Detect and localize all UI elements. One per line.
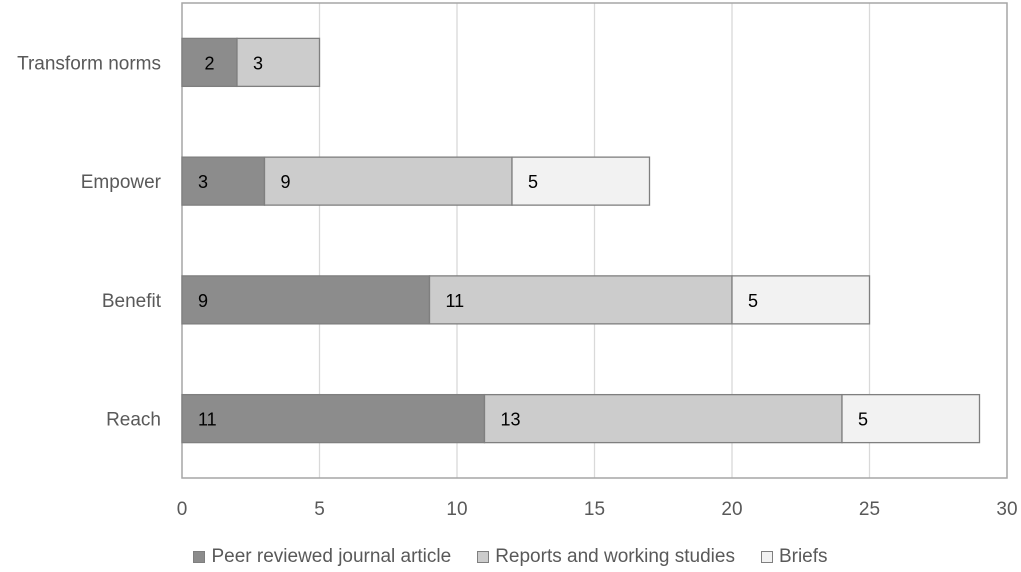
legend-swatch <box>760 551 773 563</box>
legend: Peer reviewed journal article Reports and… <box>0 543 1021 571</box>
bars: 2 3 3 9 5 9 11 5 11 13 5 <box>181 37 981 444</box>
bar-segment <box>181 156 266 206</box>
stacked-bar-chart: 2 3 3 9 5 9 11 5 11 13 5 Transform norms Empower Ben… <box>17 2 1018 520</box>
bar-segment <box>841 393 981 444</box>
data-label: 11 <box>446 291 465 311</box>
bar-segment <box>428 275 733 325</box>
data-label: 9 <box>281 172 291 192</box>
data-label: 5 <box>528 172 538 192</box>
category-label: Benefit <box>102 291 162 312</box>
data-label: 2 <box>204 53 214 73</box>
legend-item: Briefs <box>760 546 828 568</box>
bar-segment <box>511 156 651 206</box>
x-tick-label: 20 <box>721 499 742 520</box>
x-tick-label: 30 <box>996 499 1017 520</box>
x-tick-label: 0 <box>177 499 188 520</box>
data-label: 11 <box>198 410 217 430</box>
x-tick-label: 25 <box>859 499 880 520</box>
bar-segment <box>181 393 486 444</box>
category-label: Empower <box>81 172 162 193</box>
data-label: 5 <box>858 410 868 430</box>
x-tick-label: 5 <box>314 499 325 520</box>
legend-item: Peer reviewed journal article <box>193 546 451 568</box>
data-label: 13 <box>501 410 521 430</box>
bar-segment <box>181 275 431 325</box>
category-label: Transform norms <box>17 53 161 74</box>
bar-segment <box>263 156 513 206</box>
legend-label: Reports and working studies <box>495 546 735 567</box>
x-axis-tick-labels: 0 5 10 15 20 25 30 <box>177 499 1018 520</box>
bar-segment <box>236 37 321 88</box>
x-tick-label: 10 <box>446 499 467 520</box>
legend-item: Reports and working studies <box>477 546 735 568</box>
data-label: 5 <box>748 291 758 311</box>
data-label: 3 <box>198 172 208 192</box>
legend-swatch <box>193 551 206 563</box>
category-labels: Transform norms Empower Benefit Reach <box>17 53 162 430</box>
data-label: 9 <box>198 291 208 311</box>
bar-segment <box>731 275 871 325</box>
bar-segment <box>181 37 238 88</box>
legend-label: Briefs <box>778 546 828 567</box>
bar-segment <box>483 393 843 444</box>
plot-area-border <box>181 2 1008 479</box>
legend-label: Peer reviewed journal article <box>211 546 452 567</box>
x-tick-label: 15 <box>584 499 605 520</box>
category-label: Reach <box>106 410 161 431</box>
legend-swatch <box>477 551 490 563</box>
data-label: 3 <box>253 53 263 73</box>
